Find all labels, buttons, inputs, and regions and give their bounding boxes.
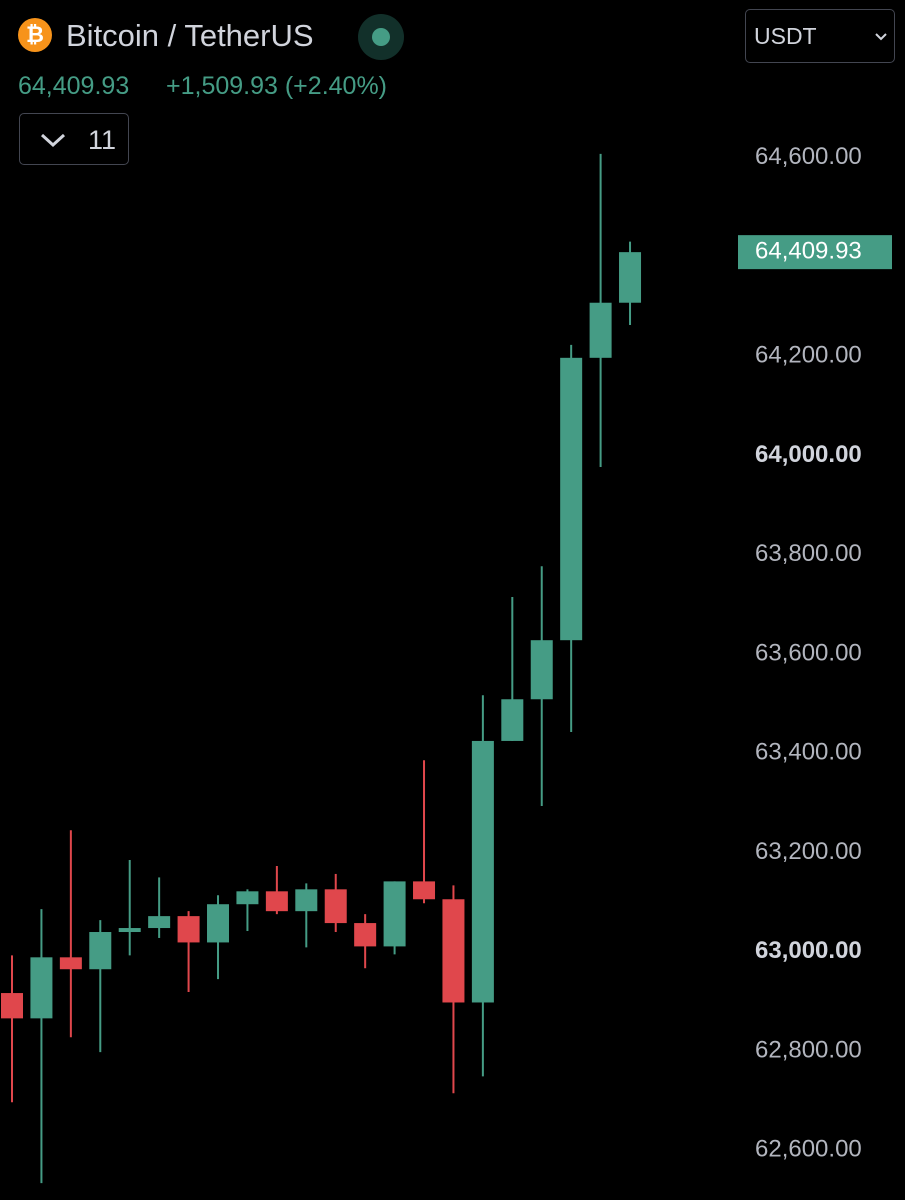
candle-body: [295, 889, 318, 912]
currency-select[interactable]: USDT: [745, 9, 895, 63]
y-tick-label: 64,200.00: [755, 342, 862, 369]
y-tick-label: 64,000.00: [755, 441, 862, 468]
status-dot: [372, 28, 390, 46]
candle-body: [59, 957, 82, 970]
change: +1,509.93 (+2.40%): [166, 72, 387, 100]
y-tick-label: 63,400.00: [755, 739, 862, 766]
candle-body: [118, 928, 141, 933]
y-tick-label: 62,600.00: [755, 1136, 862, 1163]
candle-body: [619, 252, 642, 303]
currency: USDT: [754, 23, 817, 49]
y-tick-label: 62,800.00: [755, 1036, 862, 1063]
candle-body: [589, 302, 612, 358]
candle-body: [148, 916, 171, 929]
candle-body: [30, 957, 53, 1019]
candle-body: [324, 889, 347, 924]
price: 64,409.93: [18, 72, 130, 100]
select-arrow: [875, 33, 887, 41]
y-tick-label: 63,600.00: [755, 639, 862, 666]
y-tick-label: 63,200.00: [755, 838, 862, 865]
indicators-toggle[interactable]: 11: [19, 113, 129, 165]
candle-body: [530, 640, 553, 700]
last-price-badge: [738, 235, 892, 270]
y-tick-label: 63,000.00: [755, 937, 862, 964]
chevron: [40, 133, 66, 148]
candle-body: [177, 916, 200, 943]
indicator-count: 11: [88, 125, 117, 155]
candle-body: [265, 891, 288, 912]
candle-body: [560, 357, 583, 641]
candle-body: [501, 699, 524, 741]
candle-body: [471, 740, 494, 1003]
status-badge: [358, 14, 404, 60]
candle-body: [354, 923, 377, 947]
candle-body: [236, 891, 259, 905]
candle-body: [383, 881, 406, 947]
y-tick-label: 64,600.00: [755, 143, 862, 170]
candle-body: [89, 932, 112, 970]
candle-body: [1, 993, 23, 1019]
symbol: Bitcoin / TetherUS: [66, 18, 314, 53]
btc-icon: ₿: [18, 18, 52, 52]
candle-body: [442, 899, 465, 1003]
last-price-label: 64,409.93: [755, 237, 862, 264]
candle-body: [413, 881, 436, 900]
candle-body: [207, 904, 230, 943]
y-tick-label: 63,800.00: [755, 540, 862, 567]
